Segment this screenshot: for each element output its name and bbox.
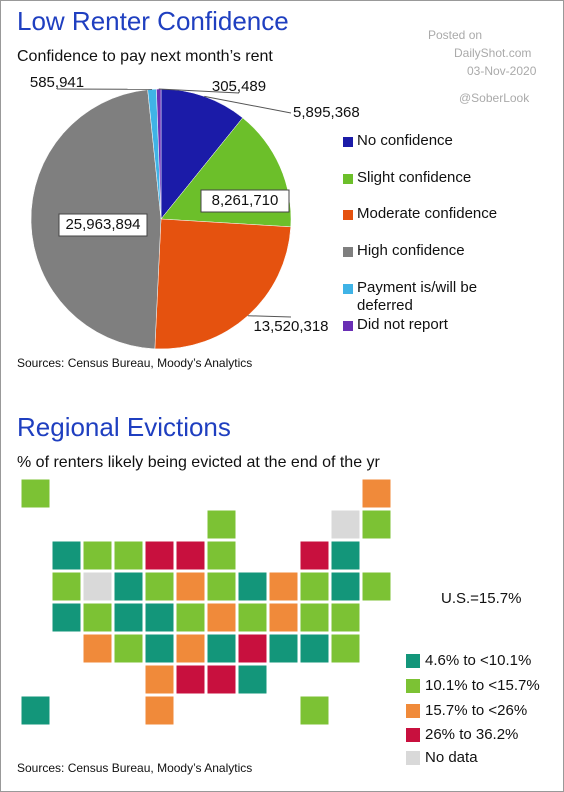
state — [268, 602, 299, 633]
state — [299, 571, 330, 602]
label-box — [58, 213, 148, 237]
state — [51, 602, 82, 633]
state — [175, 633, 206, 664]
state — [206, 571, 237, 602]
state — [237, 602, 268, 633]
state — [82, 633, 113, 664]
watermark: 03-Nov-2020 — [467, 64, 537, 78]
legend-label: 4.6% to <10.1% — [425, 652, 531, 669]
state — [113, 633, 144, 664]
state — [175, 602, 206, 633]
legend-swatch — [343, 321, 353, 331]
legend-label: 26% to 36.2% — [425, 726, 518, 743]
state — [206, 540, 237, 571]
legend-swatch — [406, 654, 420, 668]
state — [237, 571, 268, 602]
state — [206, 664, 237, 695]
legend-label: Payment is/will be deferred — [357, 279, 478, 314]
state — [113, 540, 144, 571]
legend-label: No data — [425, 749, 478, 766]
legend-swatch — [343, 247, 353, 257]
chart-subtitle: % of renters likely being evicted at the… — [17, 454, 381, 471]
state — [299, 633, 330, 664]
state — [51, 571, 82, 602]
chart-title: Low Renter Confidence — [17, 6, 289, 36]
source: Sources: Census Bureau, Moody’s Analytic… — [17, 761, 252, 775]
label-box — [200, 189, 290, 213]
state — [82, 602, 113, 633]
watermark: @SoberLook — [459, 91, 530, 105]
state — [206, 633, 237, 664]
source: Sources: Census Bureau, Moody’s Analytic… — [17, 356, 252, 370]
legend-label: Moderate confidence — [357, 205, 498, 222]
legend-swatch — [406, 679, 420, 693]
state — [330, 540, 361, 571]
legend-swatch — [343, 210, 353, 220]
state — [20, 478, 51, 509]
state — [299, 602, 330, 633]
state — [361, 478, 392, 509]
legend-label: Slight confidence — [357, 169, 472, 186]
leader-line — [158, 88, 240, 94]
state — [144, 540, 175, 571]
legend-swatch — [343, 174, 353, 184]
state — [206, 602, 237, 633]
data-label: 13,520,318 — [253, 318, 328, 335]
annotation: U.S.=15.7% — [441, 590, 521, 607]
state — [237, 664, 268, 695]
state — [299, 695, 330, 726]
state — [144, 602, 175, 633]
state — [206, 509, 237, 540]
state — [51, 540, 82, 571]
state — [175, 540, 206, 571]
legend-swatch — [406, 728, 420, 742]
state — [82, 540, 113, 571]
state — [113, 602, 144, 633]
state — [268, 571, 299, 602]
legend-swatch — [406, 751, 420, 765]
state — [20, 695, 51, 726]
state — [144, 633, 175, 664]
state — [361, 571, 392, 602]
state — [299, 540, 330, 571]
data-label: 305,489 — [212, 78, 266, 95]
state — [82, 571, 113, 602]
state — [144, 664, 175, 695]
legend-label: 15.7% to <26% — [425, 702, 527, 719]
legend-label: High confidence — [357, 242, 465, 259]
legend-label: Did not report — [357, 316, 448, 333]
legend-swatch — [343, 284, 353, 294]
legend-label: No confidence — [357, 132, 453, 149]
state — [330, 602, 361, 633]
chart-title: Regional Evictions — [17, 412, 231, 442]
state — [330, 571, 361, 602]
data-label: 25,963,894 — [65, 216, 140, 233]
state — [330, 509, 361, 540]
leader-line — [247, 315, 292, 318]
state — [175, 664, 206, 695]
leader-line — [204, 95, 292, 114]
state — [361, 509, 392, 540]
data-label: 8,261,710 — [212, 192, 279, 209]
state — [175, 571, 206, 602]
state — [237, 633, 268, 664]
state — [330, 633, 361, 664]
state — [144, 695, 175, 726]
chart-subtitle: Confidence to pay next month’s rent — [17, 48, 273, 65]
state — [268, 633, 299, 664]
state — [113, 571, 144, 602]
legend-swatch — [343, 137, 353, 147]
watermark: DailyShot.com — [454, 46, 531, 60]
legend-swatch — [406, 704, 420, 718]
data-label: 5,895,368 — [293, 104, 360, 121]
state — [144, 571, 175, 602]
watermark: Posted on — [428, 28, 482, 42]
legend-label: 10.1% to <15.7% — [425, 677, 540, 694]
data-label: 585,941 — [30, 74, 84, 91]
